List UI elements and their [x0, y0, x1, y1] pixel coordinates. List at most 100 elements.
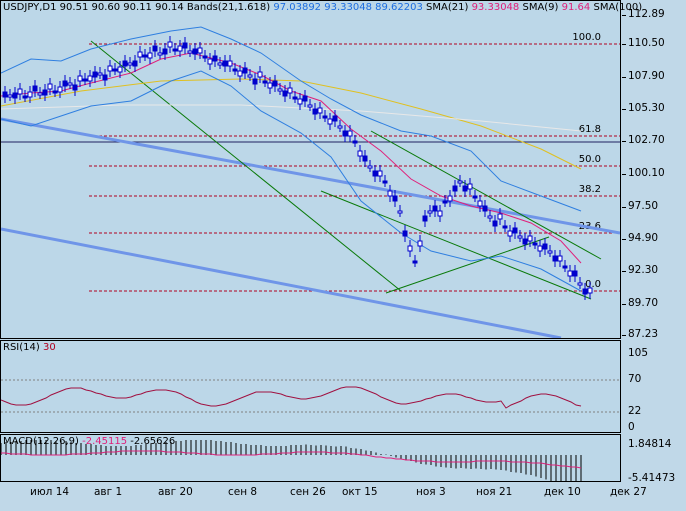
rsi-tick-label: 70: [628, 373, 642, 385]
date-label: сен 26: [290, 486, 326, 498]
candle-body: [122, 60, 128, 67]
macd-tick-label: 1.84814: [628, 438, 672, 450]
candle-body: [277, 88, 283, 92]
candle-body: [562, 265, 568, 269]
candle-body: [192, 48, 198, 55]
date-label: авг 1: [94, 486, 123, 498]
bands-values: 97.03892 93.33048 89.62203: [273, 2, 423, 13]
fib-level-label: 38.2: [579, 184, 601, 195]
candle-body: [222, 60, 228, 67]
long-ma-line: [1, 104, 582, 132]
bands-label: Bands(21,1.618): [186, 2, 271, 13]
candle-body: [107, 65, 113, 72]
rsi-tick-label: 105: [628, 347, 649, 359]
candle-body: [552, 255, 558, 262]
candle-body: [172, 48, 178, 52]
rsi-pane[interactable]: RSI(14) 30: [0, 340, 621, 433]
sma100-line: [1, 78, 582, 170]
price-tick-label: 87.23: [628, 328, 659, 340]
candle-body: [587, 287, 593, 294]
candle-body: [37, 92, 43, 96]
candle-body: [117, 66, 123, 73]
rsi-label: RSI(14): [3, 342, 40, 353]
rsi-header: RSI(14) 30: [3, 342, 56, 353]
price-chart-canvas: 100.061.850.038.223.60.0: [1, 26, 620, 338]
price-tick-mark: [622, 304, 626, 305]
fib-level-label: 50.0: [579, 154, 601, 165]
candle-body: [502, 225, 508, 229]
candle-body: [167, 41, 173, 48]
candle-body: [582, 288, 588, 295]
symbol-label: USDJPY,D1: [3, 2, 57, 13]
candle-body: [467, 183, 473, 190]
candle-body: [472, 195, 478, 199]
macd-pane[interactable]: MACD(12,26,9) -2.45115 -2.65626: [0, 434, 621, 482]
candle-body: [437, 210, 443, 217]
candle-body: [547, 250, 553, 254]
candle-body: [402, 230, 408, 237]
bollinger-lower: [1, 70, 582, 292]
candle-body: [92, 71, 98, 78]
candle-body: [217, 62, 223, 66]
candle-body: [52, 90, 58, 94]
candle-body: [237, 70, 243, 77]
candle-body: [292, 96, 298, 100]
candle-body: [317, 107, 323, 114]
candle-body: [147, 52, 153, 59]
candle-body: [567, 270, 573, 277]
candle-body: [337, 125, 343, 129]
candle-body: [457, 180, 463, 184]
candle-body: [182, 42, 188, 49]
candle-body: [537, 245, 543, 252]
candle-body: [412, 260, 418, 264]
candle-body: [507, 230, 513, 237]
candle-body: [367, 165, 373, 169]
candle-body: [522, 238, 528, 245]
macd-signal-line: [1, 450, 582, 469]
candle-body: [332, 115, 338, 122]
candle-body: [57, 86, 63, 93]
macd-histogram: [1, 440, 582, 481]
candle-body: [227, 60, 233, 67]
macd-canvas: [1, 440, 582, 481]
macd-value-2: -2.65626: [130, 436, 176, 447]
fib-level-label: 61.8: [579, 124, 601, 135]
candle-body: [132, 60, 138, 67]
price-chart-pane[interactable]: USDJPY,D1 90.51 90.60 90.11 90.14 Bands(…: [0, 0, 642, 339]
macd-tick-label: -5.41473: [628, 472, 676, 484]
candle-body: [77, 75, 83, 82]
candle-body: [212, 55, 218, 62]
candle-body: [462, 185, 468, 192]
price-tick-mark: [622, 44, 626, 45]
price-tick-mark: [622, 335, 626, 336]
candle-body: [102, 74, 108, 81]
candle-body: [232, 68, 238, 72]
candle-body: [417, 240, 423, 247]
price-tick-mark: [622, 77, 626, 78]
rsi-axis: 105 70 22 0: [622, 340, 686, 433]
candle-body: [497, 213, 503, 220]
candle-body: [422, 215, 428, 222]
candle-body: [447, 195, 453, 202]
price-tick-mark: [622, 207, 626, 208]
candle-body: [532, 242, 538, 246]
candle-body: [42, 89, 48, 96]
price-axis: 112.89 110.50 107.90 105.30 102.70 100.10 97.5…: [622, 0, 686, 340]
candle-body: [392, 195, 398, 202]
candle-body: [577, 282, 583, 286]
date-label: ноя 3: [416, 486, 446, 498]
channel-upper: [370, 130, 602, 260]
candle-body: [257, 71, 263, 78]
candle-body: [297, 98, 303, 105]
candle-body: [477, 200, 483, 207]
candle-body: [137, 51, 143, 58]
trend-line-upper: [1, 117, 620, 235]
price-tick-mark: [622, 109, 626, 110]
candle-body: [142, 54, 148, 58]
candle-body: [127, 62, 133, 66]
candle-body: [347, 130, 353, 137]
price-tick-label: 97.50: [628, 200, 659, 212]
candle-body: [357, 150, 363, 157]
channel-cross: [385, 236, 550, 294]
